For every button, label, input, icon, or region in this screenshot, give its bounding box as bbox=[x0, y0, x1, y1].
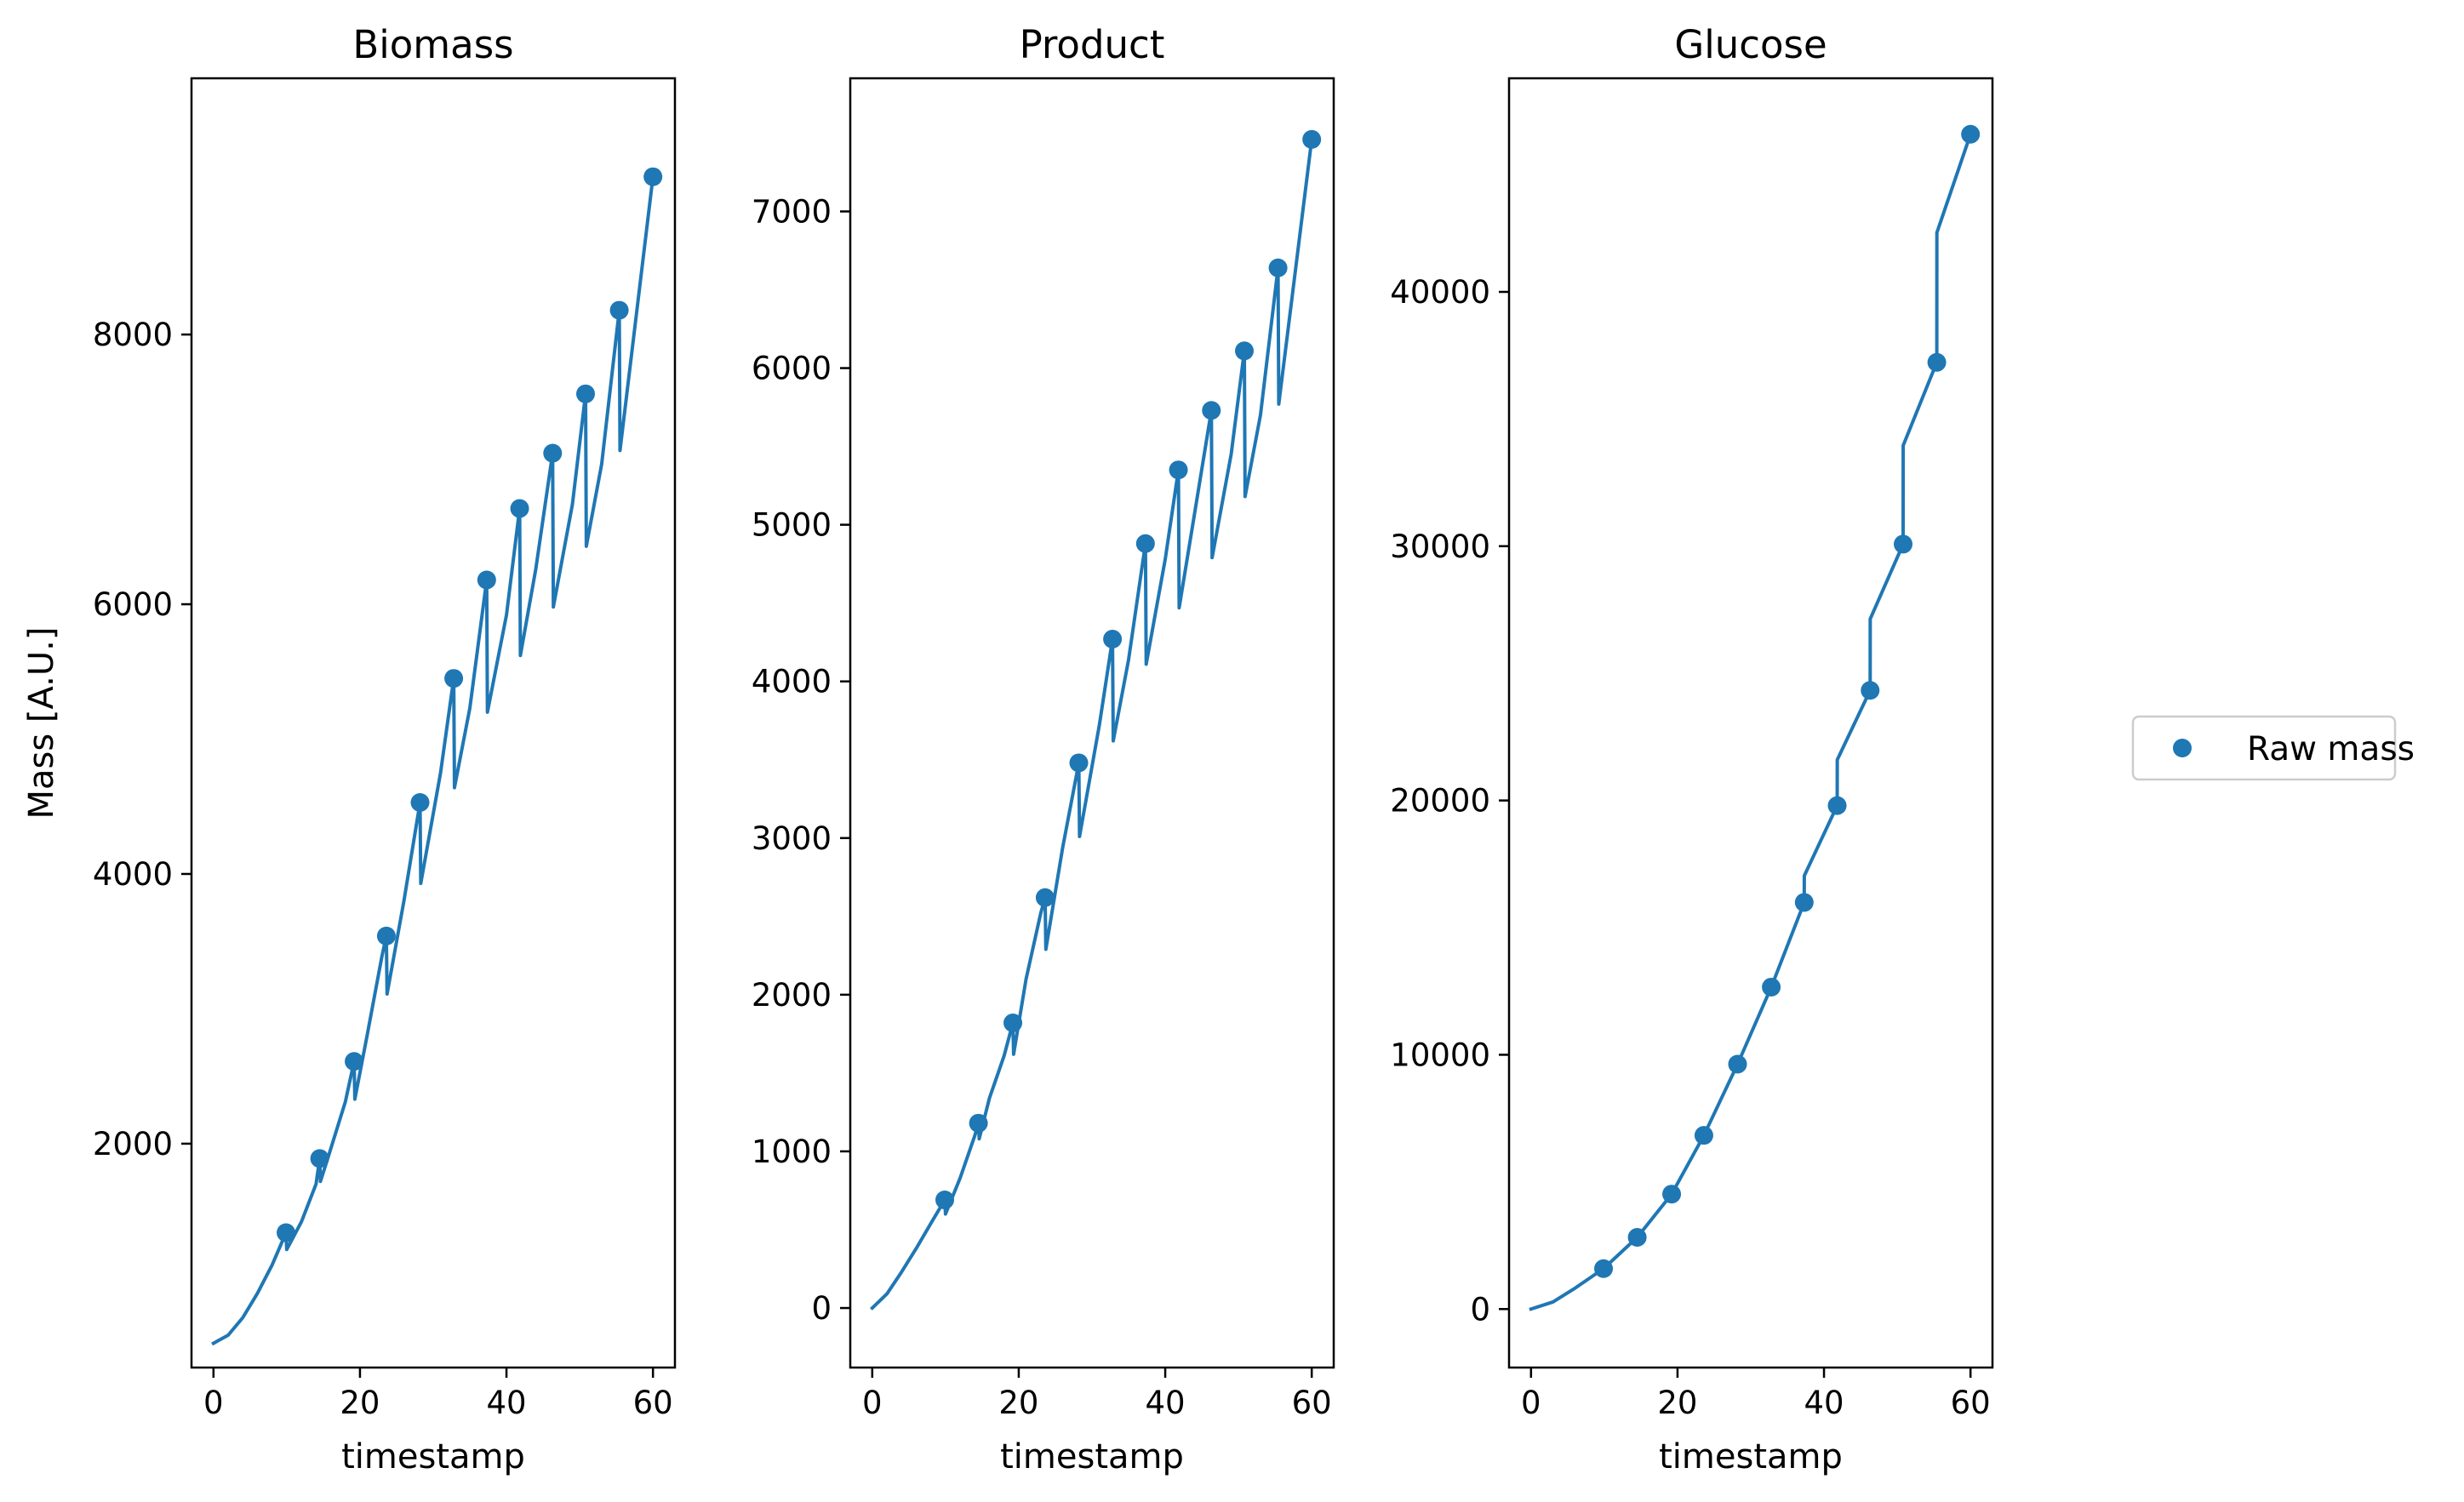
subplot-glucose: 0 20 40 60 0 10000 20000 30000 40000 Glucose times… bbox=[1390, 22, 1994, 1476]
y-tick-label: 2000 bbox=[752, 977, 832, 1014]
panel-title-product: Product bbox=[1020, 22, 1165, 67]
data-point bbox=[1794, 893, 1814, 912]
y-tick-label: 4000 bbox=[752, 664, 832, 700]
plot-frame-product bbox=[849, 77, 1335, 1369]
x-tick-label: 40 bbox=[1146, 1385, 1186, 1421]
data-point bbox=[1861, 681, 1880, 700]
y-axis-product: 0 1000 2000 3000 4000 5000 6000 7000 bbox=[752, 193, 850, 1327]
y-tick-label: 1000 bbox=[752, 1134, 832, 1170]
data-point bbox=[310, 1149, 329, 1168]
data-point bbox=[543, 443, 563, 463]
y-tick-label: 3000 bbox=[752, 820, 832, 857]
data-point bbox=[345, 1052, 364, 1071]
data-point bbox=[277, 1223, 296, 1242]
x-tick-label: 60 bbox=[1292, 1385, 1332, 1421]
legend-frame bbox=[2131, 715, 2397, 781]
x-axis-glucose: 0 20 40 60 bbox=[1521, 1368, 1991, 1421]
data-point bbox=[1694, 1126, 1713, 1145]
x-tick-label: 20 bbox=[1657, 1385, 1697, 1421]
subplot-product: 0 20 40 60 0 1000 2000 3000 4000 5000 6000 7000 Prod… bbox=[752, 22, 1335, 1476]
y-tick-label: 4000 bbox=[93, 856, 173, 893]
legend-marker bbox=[2173, 739, 2192, 757]
y-tick-label: 2000 bbox=[93, 1126, 173, 1162]
x-axis-label-glucose: timestamp bbox=[1659, 1437, 1843, 1476]
x-axis-product: 0 20 40 60 bbox=[862, 1368, 1332, 1421]
x-tick-label: 40 bbox=[487, 1385, 527, 1421]
data-point bbox=[1961, 124, 1981, 144]
data-point bbox=[609, 300, 629, 320]
data-point bbox=[1302, 129, 1322, 149]
data-point bbox=[1202, 401, 1221, 420]
data-point bbox=[1003, 1014, 1023, 1033]
data-point bbox=[643, 167, 663, 186]
legend: Raw mass bbox=[2131, 715, 2415, 781]
data-point bbox=[1728, 1054, 1747, 1074]
x-tick-label: 20 bbox=[998, 1385, 1038, 1421]
y-tick-label: 5000 bbox=[752, 507, 832, 544]
panel-title-biomass: Biomass bbox=[352, 22, 513, 67]
data-point bbox=[410, 793, 430, 812]
data-point bbox=[1135, 534, 1155, 553]
legend-label: Raw mass bbox=[2247, 730, 2415, 768]
y-tick-label: 8000 bbox=[93, 317, 173, 353]
y-axis-label-biomass: Mass [A.U.] bbox=[22, 627, 61, 820]
data-point bbox=[1894, 534, 1913, 554]
x-axis-biomass: 0 20 40 60 bbox=[203, 1368, 673, 1421]
data-point bbox=[444, 669, 464, 688]
panel-title-glucose: Glucose bbox=[1674, 22, 1827, 67]
x-tick-label: 0 bbox=[862, 1385, 883, 1421]
x-tick-label: 40 bbox=[1804, 1385, 1844, 1421]
y-tick-label: 10000 bbox=[1390, 1037, 1490, 1073]
series-points-biomass bbox=[277, 167, 663, 1242]
y-axis-glucose: 0 10000 20000 30000 40000 bbox=[1390, 274, 1509, 1328]
data-point bbox=[477, 570, 496, 590]
data-point bbox=[1827, 796, 1847, 815]
subplots: 0 20 40 602000400060008000BiomasstimestampM… bbox=[22, 22, 1994, 1476]
y-tick-label: 6000 bbox=[93, 586, 173, 623]
x-tick-label: 0 bbox=[1521, 1385, 1541, 1421]
x-axis-label-biomass: timestamp bbox=[341, 1437, 525, 1476]
data-point bbox=[1662, 1185, 1682, 1204]
y-axis-biomass: 2000 4000 6000 8000 bbox=[93, 317, 192, 1162]
x-tick-label: 0 bbox=[203, 1385, 224, 1421]
series-points-glucose bbox=[1594, 124, 1981, 1278]
data-point bbox=[1927, 352, 1947, 372]
data-point bbox=[1103, 630, 1123, 649]
x-axis-label-product: timestamp bbox=[1000, 1437, 1184, 1476]
data-point bbox=[1594, 1259, 1614, 1278]
data-point bbox=[376, 926, 396, 945]
data-point bbox=[1627, 1228, 1647, 1248]
subplot-biomass: 0 20 40 60 2000 4000 6000 8000 Biomass timestamp M… bbox=[22, 22, 677, 1476]
y-tick-label: 20000 bbox=[1390, 783, 1490, 820]
y-tick-label: 0 bbox=[1470, 1291, 1490, 1328]
y-tick-label: 40000 bbox=[1390, 274, 1490, 311]
plot-frame-glucose bbox=[1507, 77, 1994, 1369]
data-point bbox=[1169, 460, 1188, 480]
data-point bbox=[935, 1191, 955, 1210]
y-tick-label: 7000 bbox=[752, 193, 832, 230]
plot-frame-biomass bbox=[190, 77, 677, 1369]
data-point bbox=[510, 499, 529, 518]
data-point bbox=[1268, 258, 1288, 277]
data-point bbox=[969, 1113, 988, 1133]
x-tick-label: 60 bbox=[633, 1385, 673, 1421]
y-tick-label: 0 bbox=[811, 1290, 832, 1327]
series-points-product bbox=[935, 129, 1322, 1210]
data-point bbox=[1762, 977, 1781, 997]
x-tick-label: 60 bbox=[1951, 1385, 1991, 1421]
data-point bbox=[1035, 888, 1055, 907]
y-tick-label: 30000 bbox=[1390, 528, 1490, 565]
y-tick-label: 6000 bbox=[752, 351, 832, 387]
data-point bbox=[1235, 341, 1255, 361]
x-tick-label: 20 bbox=[340, 1385, 380, 1421]
data-point bbox=[576, 384, 596, 403]
data-point bbox=[1069, 753, 1089, 773]
